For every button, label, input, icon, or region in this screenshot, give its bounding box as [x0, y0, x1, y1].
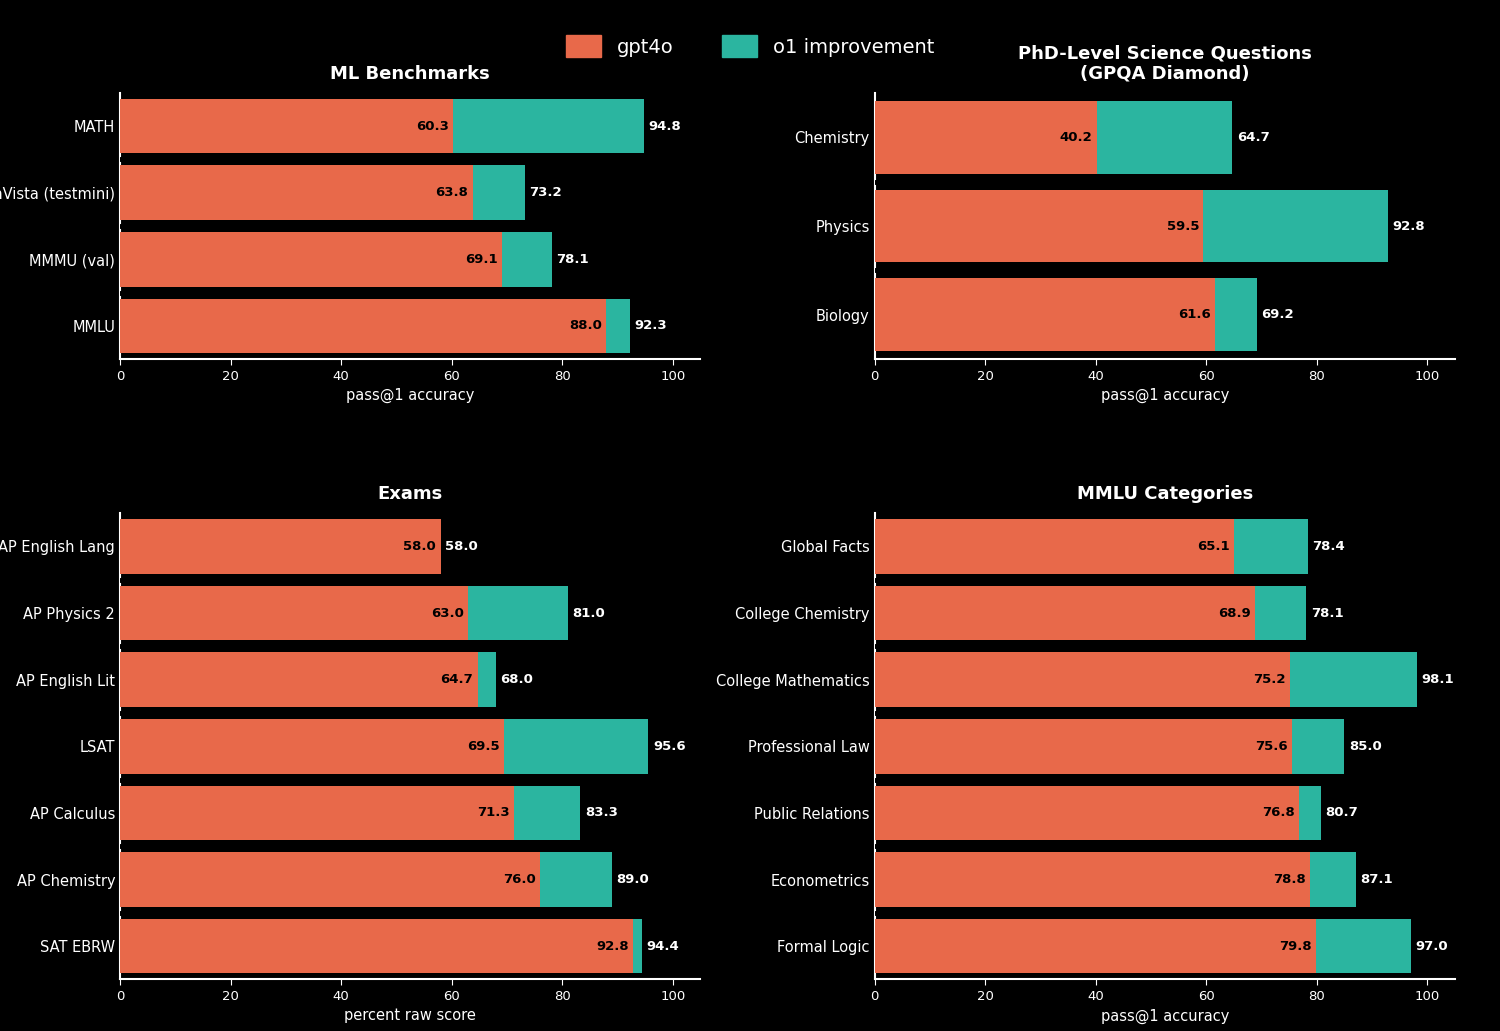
Text: 69.1: 69.1: [465, 253, 498, 266]
Text: 68.0: 68.0: [501, 673, 532, 687]
Bar: [874, 919, 1316, 973]
Bar: [1310, 853, 1356, 907]
Bar: [120, 99, 453, 154]
Text: 68.9: 68.9: [1218, 606, 1251, 620]
Text: 71.3: 71.3: [477, 806, 510, 820]
Text: 89.0: 89.0: [616, 873, 650, 886]
Text: 65.1: 65.1: [1197, 540, 1230, 553]
Title: ML Benchmarks: ML Benchmarks: [330, 65, 490, 82]
Bar: [472, 165, 525, 220]
Bar: [468, 586, 568, 640]
Title: Exams: Exams: [378, 486, 442, 503]
Bar: [120, 653, 477, 707]
Bar: [874, 101, 1096, 173]
Bar: [120, 786, 514, 840]
Text: 95.6: 95.6: [652, 740, 686, 753]
Bar: [1203, 190, 1388, 263]
Text: 73.2: 73.2: [530, 187, 561, 199]
Bar: [120, 165, 472, 220]
Text: 79.8: 79.8: [1278, 939, 1311, 953]
Text: 92.3: 92.3: [634, 320, 668, 332]
Text: 78.8: 78.8: [1274, 873, 1305, 886]
Title: MMLU Categories: MMLU Categories: [1077, 486, 1252, 503]
Text: 98.1: 98.1: [1422, 673, 1454, 687]
Text: 40.2: 40.2: [1059, 131, 1092, 143]
Text: 63.8: 63.8: [435, 187, 468, 199]
Bar: [1316, 919, 1412, 973]
Text: 76.8: 76.8: [1262, 806, 1294, 820]
Bar: [477, 653, 496, 707]
Bar: [606, 299, 630, 354]
Text: 97.0: 97.0: [1414, 939, 1448, 953]
Text: 69.2: 69.2: [1262, 308, 1294, 322]
Text: 60.3: 60.3: [416, 120, 448, 133]
Bar: [874, 586, 1256, 640]
Bar: [874, 520, 1234, 574]
Text: 64.7: 64.7: [441, 673, 472, 687]
Bar: [874, 786, 1299, 840]
Text: 76.0: 76.0: [503, 873, 536, 886]
Text: 78.1: 78.1: [556, 253, 590, 266]
Text: 83.3: 83.3: [585, 806, 618, 820]
Text: 94.4: 94.4: [646, 939, 680, 953]
Bar: [874, 653, 1290, 707]
Text: 69.5: 69.5: [466, 740, 500, 753]
Text: 92.8: 92.8: [596, 939, 628, 953]
Bar: [504, 719, 648, 773]
Text: 88.0: 88.0: [568, 320, 602, 332]
Bar: [1290, 653, 1418, 707]
Bar: [120, 586, 468, 640]
Text: 64.7: 64.7: [1236, 131, 1269, 143]
Bar: [874, 853, 1310, 907]
X-axis label: percent raw score: percent raw score: [345, 1008, 476, 1024]
Bar: [120, 719, 504, 773]
Bar: [874, 190, 1203, 263]
Bar: [1256, 586, 1306, 640]
Bar: [874, 278, 1215, 352]
Bar: [120, 853, 540, 907]
Bar: [1096, 101, 1232, 173]
Bar: [540, 853, 612, 907]
Text: 87.1: 87.1: [1360, 873, 1394, 886]
Text: 58.0: 58.0: [404, 540, 436, 553]
Bar: [120, 299, 606, 354]
Bar: [453, 99, 644, 154]
Bar: [120, 919, 633, 973]
Text: 80.7: 80.7: [1324, 806, 1358, 820]
Bar: [874, 719, 1293, 773]
Text: 81.0: 81.0: [572, 606, 604, 620]
Text: 75.6: 75.6: [1256, 740, 1288, 753]
Title: PhD-Level Science Questions
(GPQA Diamond): PhD-Level Science Questions (GPQA Diamon…: [1019, 44, 1311, 82]
X-axis label: pass@1 accuracy: pass@1 accuracy: [1101, 389, 1228, 403]
Bar: [1215, 278, 1257, 352]
Bar: [1293, 719, 1344, 773]
Text: 94.8: 94.8: [648, 120, 681, 133]
Text: 78.4: 78.4: [1312, 540, 1346, 553]
Bar: [120, 232, 502, 287]
Text: 85.0: 85.0: [1348, 740, 1382, 753]
Bar: [1234, 520, 1308, 574]
Bar: [633, 919, 642, 973]
Text: 59.5: 59.5: [1167, 220, 1198, 233]
Text: 92.8: 92.8: [1392, 220, 1425, 233]
Text: 78.1: 78.1: [1311, 606, 1344, 620]
Legend: gpt4o, o1 improvement: gpt4o, o1 improvement: [556, 25, 944, 67]
Bar: [503, 232, 552, 287]
Text: 61.6: 61.6: [1178, 308, 1210, 322]
Text: 58.0: 58.0: [446, 540, 478, 553]
X-axis label: pass@1 accuracy: pass@1 accuracy: [346, 389, 474, 403]
X-axis label: pass@1 accuracy: pass@1 accuracy: [1101, 1008, 1228, 1024]
Text: 75.2: 75.2: [1254, 673, 1286, 687]
Bar: [1299, 786, 1320, 840]
Text: 63.0: 63.0: [430, 606, 464, 620]
Bar: [120, 520, 441, 574]
Bar: [514, 786, 580, 840]
